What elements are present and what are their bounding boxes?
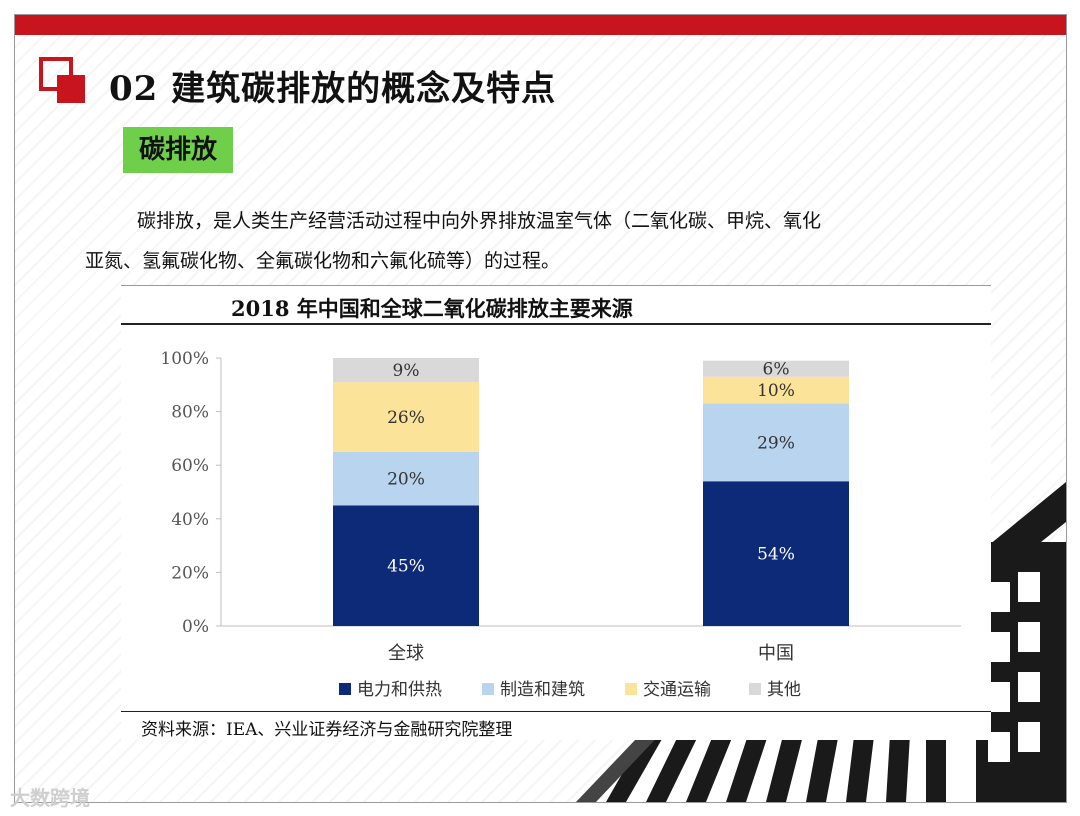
y-tick-label: 40% [171,510,209,530]
source-note: 资料来源：IEA、兴业证券经济与金融研究院整理 [141,720,513,740]
y-tick-label: 60% [171,456,209,476]
legend-swatch [625,683,637,695]
section-tag: 碳排放 [123,127,233,173]
bar-segment [703,403,849,482]
legend-swatch [749,683,761,695]
top-bar [15,15,1066,35]
source-rule [121,711,991,712]
chart-panel: 2018 年中国和全球二氧化碳排放主要来源 0% 20% 40% 60% 80% 100%… [121,285,991,740]
y-tick-label: 100% [160,349,209,369]
bar-segment [333,382,479,452]
x-category-label: 中国 [758,643,794,664]
data-label: 29% [757,433,795,453]
title-rule [121,323,991,325]
data-label: 10% [757,381,795,401]
legend-swatch [482,683,494,695]
bar-segment [703,376,849,404]
y-tick-label: 20% [171,563,209,583]
data-label: 45% [387,557,425,577]
watermark: 大数跨境 [10,786,90,810]
bar-segment [333,505,479,626]
data-label: 26% [387,408,425,428]
chart-title: 2018 年中国和全球二氧化碳排放主要来源 [231,296,633,321]
page-title: 02 建筑碳排放的概念及特点 [109,69,557,109]
y-tick-label: 80% [171,403,209,423]
legend-label: 交通运输 [643,680,711,700]
data-label: 6% [763,360,790,380]
data-label: 20% [387,470,425,490]
bar-segment [333,451,479,506]
y-tick-label: 0% [182,617,209,637]
data-label: 54% [757,545,795,565]
bar-segment [703,360,849,377]
legend-label: 其他 [767,680,801,700]
stacked-bar-chart: 0% 20% 40% 60% 80% 100% 45% 20% 26% 9% 54% 29% 10%6… [160,349,961,700]
bar-segment [703,481,849,626]
slide: 02 建筑碳排放的概念及特点 碳排放 碳排放，是人类生产经营活动过程中向外界排放… [14,14,1067,803]
legend-swatch [339,683,351,695]
title-rule-top [121,285,991,286]
legend-label: 制造和建筑 [500,680,585,700]
data-label: 9% [393,361,420,381]
bar-segment [333,358,479,383]
paragraph-line-2: 亚氮、氢氟碳化物、全氟碳化物和六氟化硫等）的过程。 [85,250,561,272]
definition-paragraph: 碳排放，是人类生产经营活动过程中向外界排放温室气体（二氧化碳、甲烷、氧化 亚氮、… [85,201,1005,281]
paragraph-line-1: 碳排放，是人类生产经营活动过程中向外界排放温室气体（二氧化碳、甲烷、氧化 [137,210,822,232]
x-category-label: 全球 [388,643,424,664]
red-square-logo-icon [39,57,85,103]
legend-label: 电力和供热 [357,680,442,700]
